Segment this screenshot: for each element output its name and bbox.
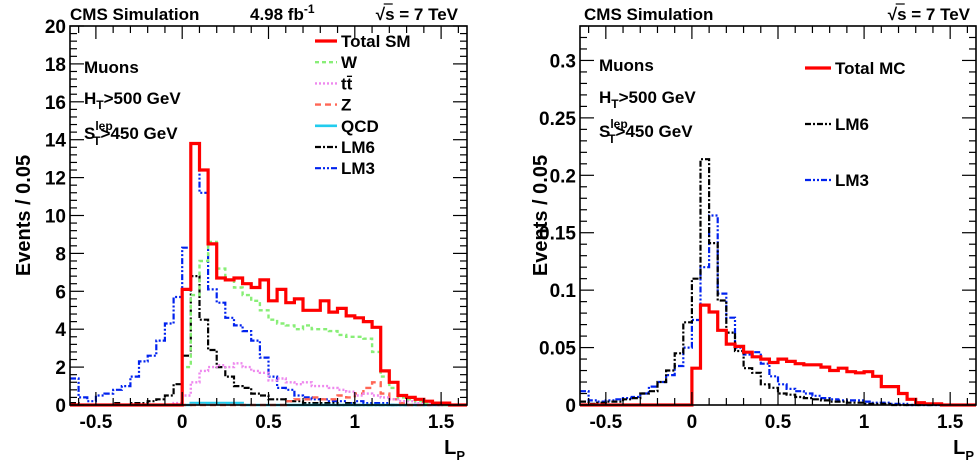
- series-lm3-line: [70, 142, 467, 407]
- y-tick-label: 6: [55, 282, 66, 303]
- y-tick-label: 0.25: [539, 109, 576, 130]
- x-tick-label: 0: [687, 412, 698, 433]
- x-tick-label: 0.5: [255, 412, 282, 433]
- y-tick-label: 4: [55, 320, 66, 341]
- y-tick-label: 2: [55, 358, 66, 379]
- y-tick-label: 8: [55, 244, 66, 265]
- header-energy: √s = 7 TeV: [888, 5, 971, 24]
- y-tick-label: 0.3: [550, 51, 576, 72]
- y-tick-label: 0.05: [539, 339, 576, 360]
- header-energy: √s = 7 TeV: [376, 5, 459, 24]
- chart-panel-1: -0.5 0 0.5 1 1.5 0 2 4 6 8 10 12 14 16 18 20 Events / 0.…: [13, 2, 468, 462]
- legend-label: Z: [341, 96, 351, 115]
- x-tick-label: -0.5: [589, 412, 622, 433]
- legend-label: QCD: [341, 117, 379, 136]
- x-tick-label: 1.5: [937, 412, 964, 433]
- legend-label: LM6: [835, 115, 869, 134]
- legend-label: LM3: [341, 159, 375, 178]
- y-tick-label: 12: [45, 169, 66, 190]
- plot-frame: [69, 25, 468, 406]
- selection-label: HT>500 GeV: [84, 89, 181, 112]
- x-tick-label: 1.5: [428, 412, 455, 433]
- x-axis-title: LP: [953, 437, 974, 462]
- legend-label: Total MC: [835, 59, 906, 78]
- x-axis-title: LP: [444, 437, 465, 462]
- series-lm6-line: [580, 158, 976, 407]
- legend-label: LM6: [341, 138, 375, 157]
- x-tick-label: -0.5: [80, 412, 113, 433]
- selection-label: Muons: [599, 56, 654, 75]
- legend-label: Total SM: [341, 32, 411, 51]
- y-tick-label: 0: [565, 396, 576, 417]
- selection-label: Slep T>450 GeV: [599, 117, 693, 146]
- x-tick-label: 0: [177, 412, 188, 433]
- y-axis-title: Events / 0.05: [530, 155, 552, 276]
- y-tick-label: 16: [45, 93, 66, 114]
- legend-label: tt̄: [341, 74, 353, 93]
- header-title: CMS Simulation: [584, 5, 713, 24]
- y-tick-label: 0.1: [550, 281, 577, 302]
- legend-label: LM3: [835, 171, 869, 190]
- chart-panel-2: -0.5 0 0.5 1 1.5 0 0.05 0.1 0.15 0.2 0.25 0.3 Events…: [530, 3, 977, 462]
- x-tick-label: 0.5: [765, 412, 792, 433]
- y-tick-label: 20: [45, 17, 66, 38]
- series-lm6-line: [70, 275, 467, 407]
- x-tick-label: 1: [859, 412, 870, 433]
- series-lm3-line: [580, 214, 976, 407]
- header-title: CMS Simulation: [70, 5, 199, 24]
- header-luminosity: 4.98 fb-1: [250, 2, 315, 24]
- y-tick-label: 0.15: [539, 224, 576, 245]
- y-tick-label: 14: [45, 131, 67, 152]
- x-tick-label: 1: [350, 412, 361, 433]
- y-tick-label: 0.2: [550, 166, 576, 187]
- selection-label: Muons: [84, 58, 139, 77]
- selection-label: HT>500 GeV: [599, 88, 696, 111]
- plot-frame: [579, 25, 977, 406]
- y-tick-label: 18: [45, 55, 66, 76]
- y-tick-label: 0: [55, 396, 66, 417]
- legend-label: W: [341, 53, 358, 72]
- selection-label: Slep T>450 GeV: [84, 119, 178, 148]
- y-tick-label: 10: [45, 207, 66, 228]
- y-axis-title: Events / 0.05: [13, 155, 35, 276]
